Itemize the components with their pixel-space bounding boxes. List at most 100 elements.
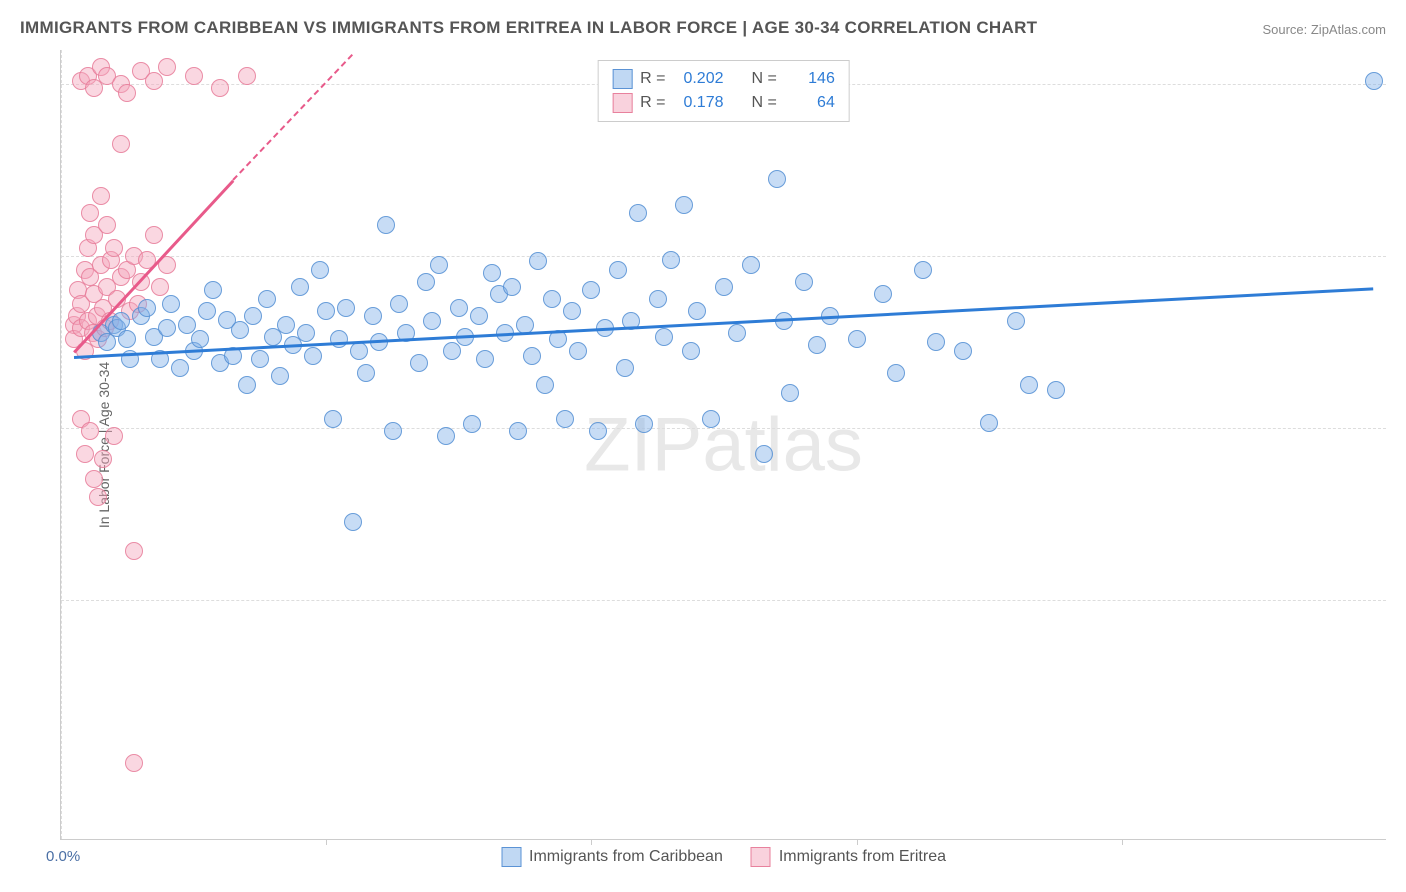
- data-point: [271, 367, 289, 385]
- pink-swatch-icon: [751, 847, 771, 867]
- data-point: [94, 450, 112, 468]
- data-point: [244, 307, 262, 325]
- data-point: [450, 299, 468, 317]
- data-point: [556, 410, 574, 428]
- correlation-legend: R = 0.202 N = 146 R = 0.178 N = 64: [597, 60, 850, 122]
- data-point: [874, 285, 892, 303]
- data-point: [81, 204, 99, 222]
- data-point: [655, 328, 673, 346]
- y-tick: 70.0%: [1398, 591, 1406, 608]
- data-point: [151, 278, 169, 296]
- blue-swatch-icon: [501, 847, 521, 867]
- data-point: [781, 384, 799, 402]
- data-point: [914, 261, 932, 279]
- data-point: [954, 342, 972, 360]
- data-point: [629, 204, 647, 222]
- data-point: [715, 278, 733, 296]
- y-tick: 100.0%: [1398, 76, 1406, 93]
- data-point: [1047, 381, 1065, 399]
- data-point: [98, 216, 116, 234]
- data-point: [523, 347, 541, 365]
- legend-caribbean: Immigrants from Caribbean: [501, 847, 723, 867]
- data-point: [410, 354, 428, 372]
- data-point: [675, 196, 693, 214]
- data-point: [204, 281, 222, 299]
- y-tick: 90.0%: [1398, 248, 1406, 265]
- data-point: [238, 376, 256, 394]
- data-point: [848, 330, 866, 348]
- data-point: [125, 754, 143, 772]
- data-point: [158, 319, 176, 337]
- x-tick-min: 0.0%: [46, 848, 80, 865]
- data-point: [649, 290, 667, 308]
- data-point: [887, 364, 905, 382]
- data-point: [231, 321, 249, 339]
- data-point: [85, 470, 103, 488]
- data-point: [775, 312, 793, 330]
- data-point: [291, 278, 309, 296]
- data-point: [768, 170, 786, 188]
- legend-row-blue: R = 0.202 N = 146: [612, 67, 835, 91]
- data-point: [529, 252, 547, 270]
- data-point: [377, 216, 395, 234]
- data-point: [350, 342, 368, 360]
- data-point: [702, 410, 720, 428]
- data-point: [238, 67, 256, 85]
- data-point: [755, 445, 773, 463]
- data-point: [118, 330, 136, 348]
- data-point: [324, 410, 342, 428]
- data-point: [430, 256, 448, 274]
- data-point: [112, 135, 130, 153]
- data-point: [311, 261, 329, 279]
- data-point: [304, 347, 322, 365]
- data-point: [476, 350, 494, 368]
- data-point: [330, 330, 348, 348]
- data-point: [317, 302, 335, 320]
- data-point: [423, 312, 441, 330]
- data-point: [609, 261, 627, 279]
- data-point: [688, 302, 706, 320]
- data-point: [417, 273, 435, 291]
- data-point: [171, 359, 189, 377]
- data-point: [162, 295, 180, 313]
- data-point: [258, 290, 276, 308]
- data-point: [808, 336, 826, 354]
- data-point: [277, 316, 295, 334]
- data-point: [742, 256, 760, 274]
- data-point: [569, 342, 587, 360]
- y-tick: 80.0%: [1398, 419, 1406, 436]
- data-point: [443, 342, 461, 360]
- legend-eritrea: Immigrants from Eritrea: [751, 847, 946, 867]
- data-point: [589, 422, 607, 440]
- data-point: [185, 67, 203, 85]
- data-point: [89, 488, 107, 506]
- source-label: Source: ZipAtlas.com: [1262, 22, 1386, 37]
- data-point: [1365, 72, 1383, 90]
- data-point: [543, 290, 561, 308]
- data-point: [344, 513, 362, 531]
- chart-title: IMMIGRANTS FROM CARIBBEAN VS IMMIGRANTS …: [20, 18, 1037, 38]
- data-point: [81, 422, 99, 440]
- data-point: [483, 264, 501, 282]
- data-point: [211, 79, 229, 97]
- blue-swatch-icon: [612, 69, 632, 89]
- data-point: [635, 415, 653, 433]
- data-point: [384, 422, 402, 440]
- data-point: [536, 376, 554, 394]
- data-point: [728, 324, 746, 342]
- data-point: [357, 364, 375, 382]
- data-point: [251, 350, 269, 368]
- data-point: [364, 307, 382, 325]
- data-point: [118, 84, 136, 102]
- data-point: [105, 427, 123, 445]
- data-point: [76, 445, 94, 463]
- data-point: [191, 330, 209, 348]
- data-point: [980, 414, 998, 432]
- data-point: [297, 324, 315, 342]
- data-point: [198, 302, 216, 320]
- data-point: [503, 278, 521, 296]
- data-point: [582, 281, 600, 299]
- data-point: [105, 239, 123, 257]
- data-point: [92, 187, 110, 205]
- plot-area: In Labor Force | Age 30-34 ZIPatlas R = …: [60, 50, 1386, 840]
